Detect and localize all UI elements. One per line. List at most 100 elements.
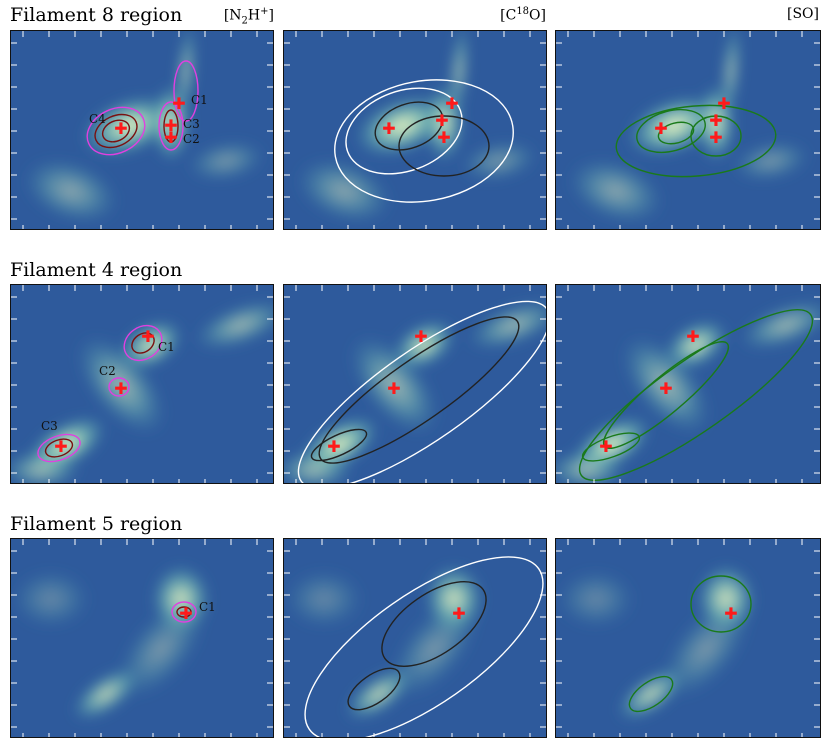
core-marker: ✚ [709,128,722,147]
core-marker: ✚ [437,128,450,147]
contour-line [158,101,184,151]
core-marker: ✚ [686,327,699,346]
contour-line [628,675,674,713]
intensity-map: ✚ ✚ ✚ [556,285,820,483]
core-label: C1 [191,93,208,107]
emission-blob [295,158,393,224]
core-marker: ✚ [382,119,395,138]
contour-line [310,428,368,462]
contour-line [176,606,192,618]
core-marker: ✚ [599,437,612,456]
core-marker: ✚ [114,379,127,398]
core-marker: ✚ [724,604,737,623]
emission-blob [466,299,546,351]
intensity-map: ✚ [556,539,820,737]
emission-blob [459,140,539,182]
core-label: C1 [158,340,175,354]
column-label-so: [SO] [787,6,819,22]
intensity-map: ✚✚✚✚ [284,31,546,229]
emission-blob [116,599,206,699]
contour-line [347,667,401,711]
core-marker: ✚ [327,437,340,456]
core-marker: ✚ [179,604,192,623]
intensity-map: ✚✚✚✚ [556,31,820,229]
column-label-c18o: [C18O] [500,6,546,24]
contour-line [304,556,544,737]
core-marker: ✚ [387,379,400,398]
emission-blob [284,569,364,629]
emission-blob [11,569,91,629]
contour-line [108,377,130,397]
contour-line [345,87,463,175]
core-marker: ✚ [172,94,185,113]
emission-blob [738,299,820,351]
emission-blob [556,569,636,629]
column-label-n2h: [N2H+] [223,6,274,27]
contour-line [44,438,74,458]
emission-blob [661,599,751,699]
emission-blob [175,31,197,121]
panel-filament5-n2h: ✚ C1 [10,538,274,738]
contour-line [581,432,641,462]
core-marker: ✚ [452,604,465,623]
intensity-map: ✚ ✚ ✚ [284,285,546,483]
emission-blob [22,158,120,224]
contour-line [398,115,490,177]
panel-filament5-so: ✚ [555,538,821,738]
core-marker: ✚ [414,327,427,346]
core-marker: ✚ [141,327,154,346]
core-marker: ✚ [435,111,448,130]
row-title-filament-5: Filament 5 region [10,513,183,535]
panel-filament8-so: ✚ ✚ ✚ ✚ [555,30,821,230]
contour-line [101,119,131,143]
core-marker: ✚ [54,437,67,456]
emission-blob [193,299,273,351]
contour-line [318,316,520,464]
contour-line [381,581,487,667]
emission-blob [731,140,811,182]
emission-blob [720,31,742,121]
panel-filament4-n2h: ✚ ✚ ✚ C1 C2 C3 [10,284,274,484]
intensity-map: ✚ [284,539,546,737]
panel-filament4-c18o: ✚ ✚ ✚ [283,284,547,484]
contour-line [94,113,138,149]
emission-blob [76,335,166,435]
contour-line [374,101,444,151]
core-marker: ✚ [445,94,458,113]
contour-line [636,108,706,154]
core-marker: ✚ [164,116,177,135]
contour-line [171,601,197,623]
contour-line [297,300,546,483]
contour-line [163,109,179,143]
contour-line [334,79,514,203]
core-label: C4 [89,112,106,126]
emission-blob [567,158,665,224]
contour-line [37,433,81,463]
emission-blob [389,599,479,699]
contour-line [690,575,752,633]
core-label: C2 [99,364,116,378]
contour-line [657,121,695,145]
panel-filament8-n2h: ✚ ✚ ✚ ✚ C1 C2 C3 C4 [10,30,274,230]
contour-line [615,104,777,178]
contour-line [123,324,163,362]
core-marker: ✚ [659,379,672,398]
contour-line [578,309,814,481]
panel-filament5-c18o: ✚ [283,538,547,738]
intensity-map: ✚ C1 [11,539,273,737]
emission-blob [11,450,81,483]
panel-filament4-so: ✚ ✚ ✚ [555,284,821,484]
core-label: C1 [199,600,216,614]
emission-blob [621,335,711,435]
emission-blob [349,335,439,435]
contour-line [86,106,146,156]
contour-line [131,332,155,354]
row-title-filament-8: Filament 8 region [10,4,183,26]
core-marker: ✚ [717,94,730,113]
core-label: C2 [183,132,200,146]
emission-blob [186,140,266,182]
emission-blob [448,31,470,121]
core-label: C3 [183,117,200,131]
intensity-map: ✚ ✚ ✚ C1 C2 C3 [11,285,273,483]
